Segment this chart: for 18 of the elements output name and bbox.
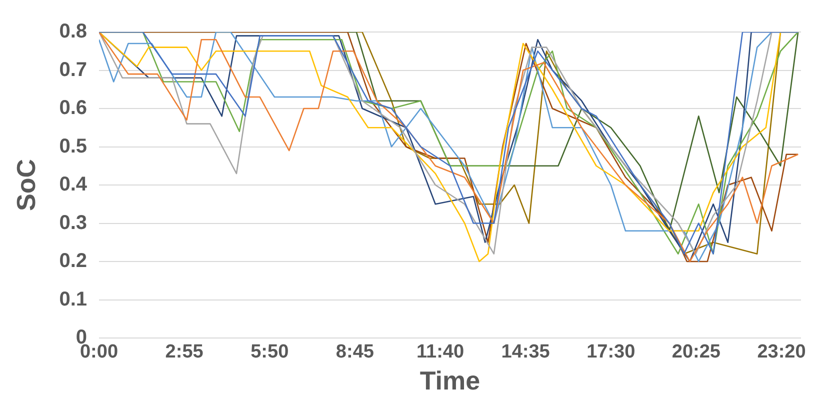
y-tick-label: 0.6 xyxy=(59,97,88,120)
y-tick-label: 0.5 xyxy=(59,135,88,158)
y-tick-label: 0.1 xyxy=(59,288,88,310)
y-tick-label: 0.3 xyxy=(59,212,88,234)
x-tick-label: 11:40 xyxy=(416,342,464,363)
y-tick-label: 0.2 xyxy=(59,250,88,272)
y-tick-label: 0.7 xyxy=(59,58,88,81)
y-tick-label: 0.8 xyxy=(59,20,88,43)
x-tick-label: 17:30 xyxy=(586,342,636,363)
x-tick-label: 23:20 xyxy=(757,342,806,363)
x-tick-label: 8:45 xyxy=(336,342,374,363)
x-tick-label: 14:35 xyxy=(501,342,550,363)
x-tick-label: 20:25 xyxy=(672,342,721,363)
y-axis-title: SoC xyxy=(10,158,41,211)
x-tick-label: 5:50 xyxy=(250,342,289,363)
x-axis-title: Time xyxy=(420,366,480,396)
y-tick-label: 0.4 xyxy=(59,174,88,196)
x-tick-label: 2:55 xyxy=(165,342,204,363)
